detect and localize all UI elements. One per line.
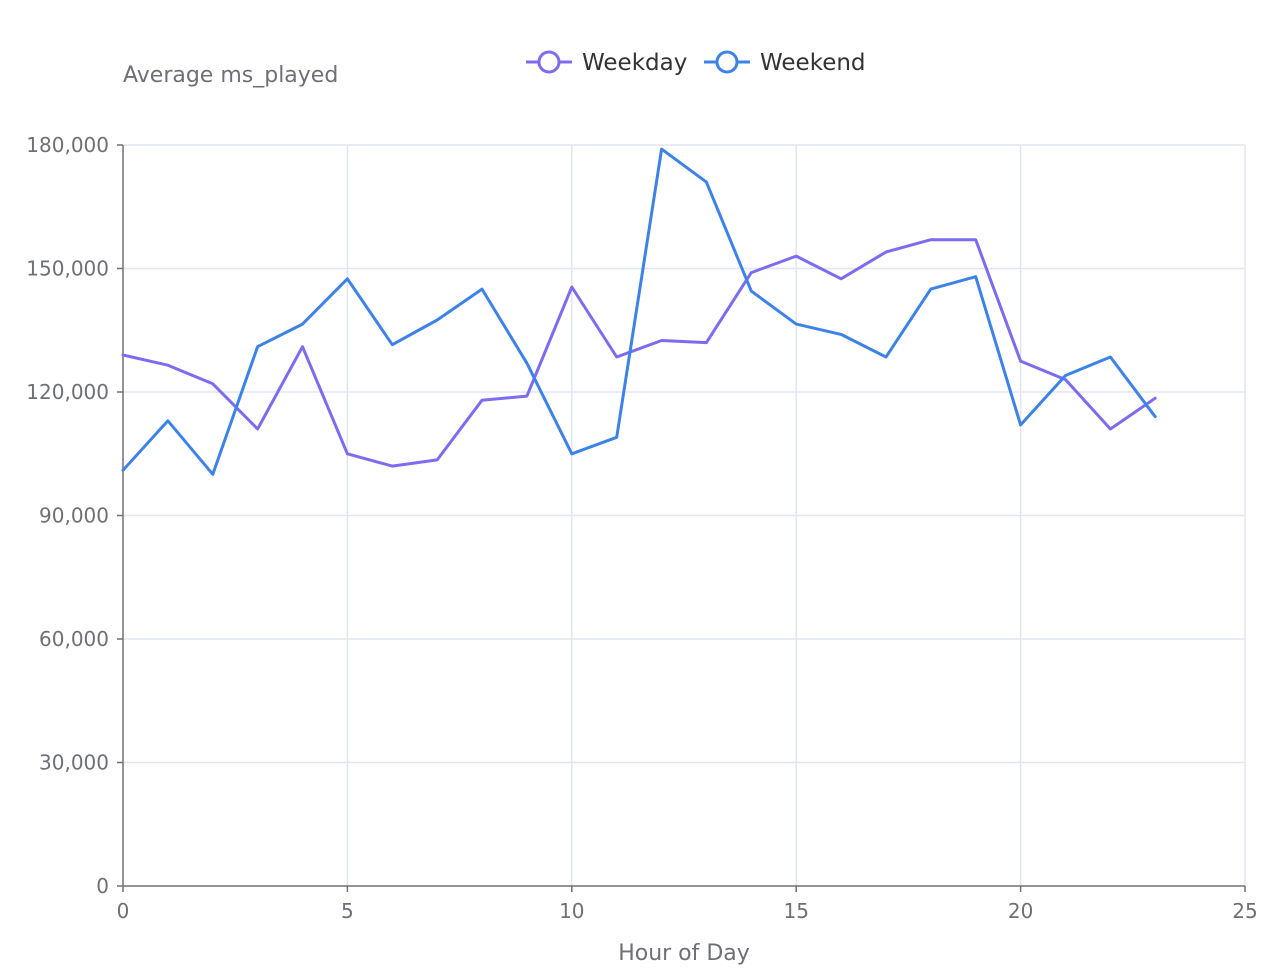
y-axis-title: Average ms_played — [123, 63, 338, 88]
series-line-weekend — [121, 147, 1157, 476]
series-line-weekday — [121, 238, 1157, 468]
legend-label: Weekday — [582, 50, 687, 76]
legend-item-weekend[interactable]: Weekend — [704, 50, 866, 76]
y-tick-label: 30,000 — [39, 751, 109, 775]
y-tick-label: 180,000 — [26, 133, 109, 157]
y-tick-label: 120,000 — [26, 380, 109, 404]
grid — [123, 144, 1246, 886]
y-tick-label: 0 — [96, 874, 109, 898]
axes: 0 30,000 60,000 90,000 120,000 150,000 180,000… — [26, 133, 1257, 923]
y-tick-label: 60,000 — [39, 627, 109, 651]
x-tick-label: 25 — [1232, 899, 1257, 923]
x-axis-title: Hour of Day — [618, 941, 750, 966]
series-lines — [121, 147, 1157, 476]
x-tick-label: 5 — [341, 899, 354, 923]
x-tick-label: 10 — [559, 899, 584, 923]
legend-item-weekday[interactable]: Weekday — [526, 50, 687, 76]
x-tick-label: 0 — [117, 899, 130, 923]
y-tick-label: 150,000 — [26, 257, 109, 281]
y-tick-label: 90,000 — [39, 504, 109, 528]
x-tick-label: 15 — [783, 899, 808, 923]
legend: Weekday Weekend — [526, 50, 866, 76]
legend-marker-icon — [537, 50, 561, 74]
legend-label: Weekend — [760, 50, 866, 76]
x-tick-label: 20 — [1008, 899, 1033, 923]
legend-marker-icon — [715, 50, 739, 74]
